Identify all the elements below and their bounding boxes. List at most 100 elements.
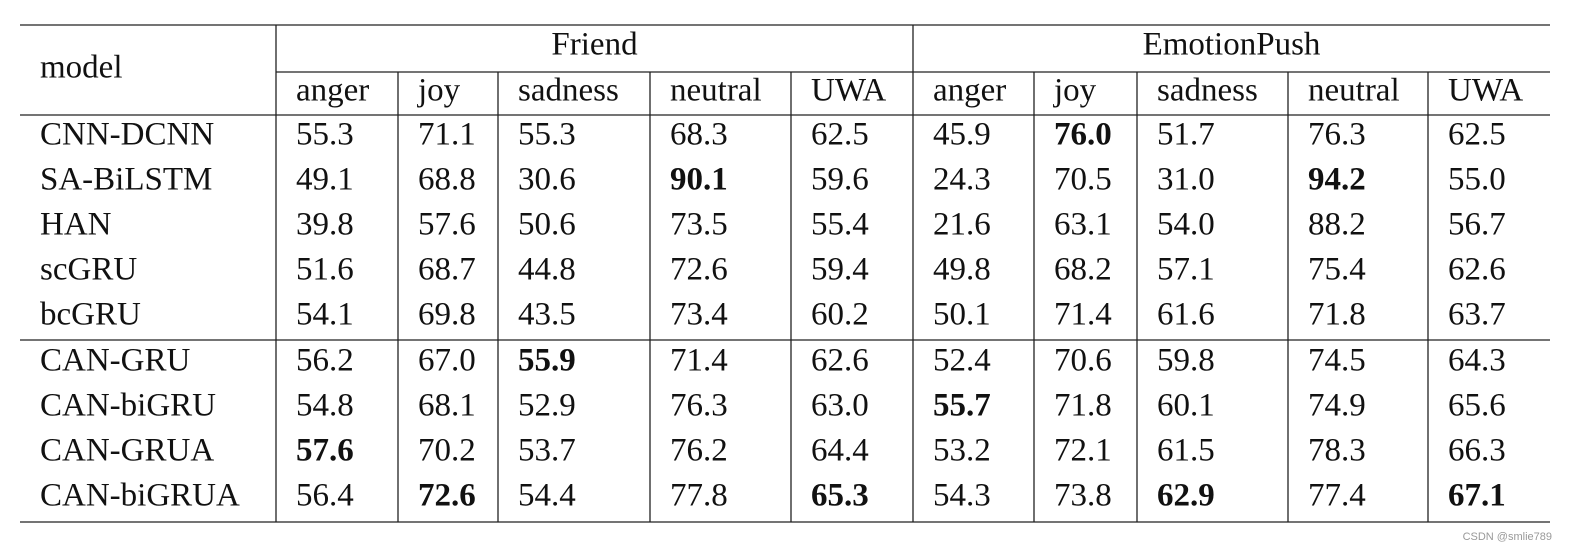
column-header: anger xyxy=(296,73,369,109)
cell: 64.4 xyxy=(811,433,869,469)
cell: 73.8 xyxy=(1054,478,1112,514)
cell: 55.4 xyxy=(811,207,869,243)
cell: 71.8 xyxy=(1054,388,1112,424)
column-header: anger xyxy=(933,73,1006,109)
column-header: sadness xyxy=(518,73,619,109)
cell: 63.7 xyxy=(1448,297,1506,333)
column-header: joy xyxy=(417,73,461,109)
cell: 70.6 xyxy=(1054,343,1112,379)
cell: 57.1 xyxy=(1157,252,1215,288)
cell: 66.3 xyxy=(1448,433,1506,469)
cell: 61.6 xyxy=(1157,297,1215,333)
cell: 72.6 xyxy=(418,478,476,514)
cell: 43.5 xyxy=(518,297,576,333)
cell: 30.6 xyxy=(518,162,576,198)
cell: 71.1 xyxy=(418,117,476,153)
cell: 76.2 xyxy=(670,433,728,469)
cell: 78.3 xyxy=(1308,433,1366,469)
cell: 72.6 xyxy=(670,252,728,288)
cell: 73.4 xyxy=(670,297,728,333)
cell: 76.3 xyxy=(670,388,728,424)
cell: 44.8 xyxy=(518,252,576,288)
row-label: CAN-GRUA xyxy=(40,433,214,469)
cell: 56.7 xyxy=(1448,207,1506,243)
cell: 54.0 xyxy=(1157,207,1215,243)
column-header: UWA xyxy=(811,73,886,109)
cell: 68.2 xyxy=(1054,252,1112,288)
cell: 73.5 xyxy=(670,207,728,243)
row-label: SA-BiLSTM xyxy=(40,162,212,198)
cell: 63.1 xyxy=(1054,207,1112,243)
cell: 63.0 xyxy=(811,388,869,424)
group-header: Friend xyxy=(551,27,638,63)
cell: 51.6 xyxy=(296,252,354,288)
cell: 68.7 xyxy=(418,252,476,288)
cell: 70.2 xyxy=(418,433,476,469)
cell: 56.2 xyxy=(296,343,354,379)
cell: 31.0 xyxy=(1157,162,1215,198)
cell: 55.7 xyxy=(933,388,991,424)
cell: 62.5 xyxy=(811,117,869,153)
cell: 54.1 xyxy=(296,297,354,333)
cell: 67.0 xyxy=(418,343,476,379)
cell: 59.4 xyxy=(811,252,869,288)
group-header: EmotionPush xyxy=(1143,27,1321,63)
row-label: HAN xyxy=(40,207,112,243)
cell: 69.8 xyxy=(418,297,476,333)
cell: 62.6 xyxy=(811,343,869,379)
cell: 77.8 xyxy=(670,478,728,514)
cell: 54.4 xyxy=(518,478,576,514)
cell: 53.2 xyxy=(933,433,991,469)
cell: 53.7 xyxy=(518,433,576,469)
column-header: neutral xyxy=(670,73,762,109)
corner-header: model xyxy=(40,50,122,86)
cell: 39.8 xyxy=(296,207,354,243)
cell: 51.7 xyxy=(1157,117,1215,153)
cell: 54.3 xyxy=(933,478,991,514)
cell: 55.3 xyxy=(518,117,576,153)
cell: 65.6 xyxy=(1448,388,1506,424)
cell: 45.9 xyxy=(933,117,991,153)
column-header: UWA xyxy=(1448,73,1523,109)
cell: 77.4 xyxy=(1308,478,1366,514)
cell: 21.6 xyxy=(933,207,991,243)
cell: 59.8 xyxy=(1157,343,1215,379)
cell: 71.4 xyxy=(670,343,728,379)
cell: 62.5 xyxy=(1448,117,1506,153)
cell: 75.4 xyxy=(1308,252,1366,288)
cell: 55.9 xyxy=(518,343,576,379)
cell: 60.2 xyxy=(811,297,869,333)
cell: 49.1 xyxy=(296,162,354,198)
cell: 61.5 xyxy=(1157,433,1215,469)
cell: 64.3 xyxy=(1448,343,1506,379)
cell: 60.1 xyxy=(1157,388,1215,424)
cell: 65.3 xyxy=(811,478,869,514)
watermark: CSDN @smlie789 xyxy=(1463,531,1552,543)
column-header: joy xyxy=(1053,73,1097,109)
column-header: sadness xyxy=(1157,73,1258,109)
cell: 88.2 xyxy=(1308,207,1366,243)
cell: 59.6 xyxy=(811,162,869,198)
cell: 24.3 xyxy=(933,162,991,198)
row-label: CAN-biGRUA xyxy=(40,478,240,514)
cell: 62.9 xyxy=(1157,478,1215,514)
cell: 62.6 xyxy=(1448,252,1506,288)
cell: 49.8 xyxy=(933,252,991,288)
cell: 50.6 xyxy=(518,207,576,243)
row-label: CAN-GRU xyxy=(40,343,191,379)
cell: 68.1 xyxy=(418,388,476,424)
cell: 50.1 xyxy=(933,297,991,333)
cell: 56.4 xyxy=(296,478,354,514)
cell: 90.1 xyxy=(670,162,728,198)
cell: 52.9 xyxy=(518,388,576,424)
cell: 57.6 xyxy=(296,433,354,469)
cell: 67.1 xyxy=(1448,478,1506,514)
cell: 55.3 xyxy=(296,117,354,153)
row-label: scGRU xyxy=(40,252,137,288)
row-label: CAN-biGRU xyxy=(40,388,216,424)
cell: 76.0 xyxy=(1054,117,1112,153)
cell: 55.0 xyxy=(1448,162,1506,198)
cell: 57.6 xyxy=(418,207,476,243)
